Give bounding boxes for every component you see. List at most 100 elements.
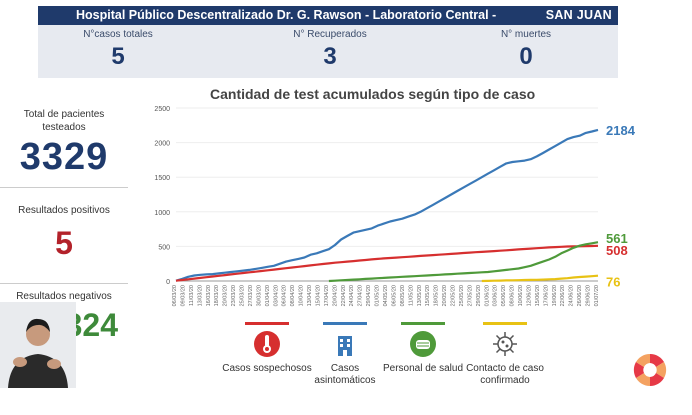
x-tick-label: 24/06/20	[569, 285, 575, 306]
legend-line	[323, 322, 367, 325]
x-tick-label: 27/04/20	[358, 285, 364, 306]
legend-line	[483, 322, 527, 325]
x-tick-label: 25/05/20	[459, 285, 465, 306]
x-tick-label: 22/04/20	[341, 285, 347, 306]
stat-label: N° Recuperados	[293, 29, 367, 40]
x-tick-label: 01/07/20	[594, 285, 600, 306]
x-tick-label: 29/06/20	[586, 285, 592, 306]
x-tick-label: 01/05/20	[375, 285, 381, 306]
x-tick-label: 29/04/20	[366, 285, 372, 306]
legend-item-health-staff: Personal de salud	[378, 322, 468, 375]
x-tick-label: 16/03/20	[206, 285, 212, 306]
x-tick-label: 20/03/20	[223, 285, 229, 306]
series-end-label: 76	[606, 275, 620, 290]
x-tick-label: 15/06/20	[535, 285, 541, 306]
legend-label: Casos asintomáticos	[314, 363, 376, 386]
stat-recovered: N° Recuperados 3	[260, 25, 400, 71]
x-tick-label: 10/04/20	[299, 285, 305, 306]
mask-icon	[408, 329, 438, 359]
series-line-3	[481, 274, 599, 283]
brand-logo	[633, 353, 667, 387]
total-tested-panel: Total de pacientes testeados 3329	[0, 108, 128, 188]
x-tick-label: 08/05/20	[400, 285, 406, 306]
x-tick-label: 17/06/20	[543, 285, 549, 306]
region-label: SAN JUAN	[545, 8, 612, 22]
x-tick-label: 10/06/20	[518, 285, 524, 306]
stat-value: 3	[323, 43, 337, 70]
header-bar: Hospital Público Descentralizado Dr. G. …	[38, 6, 618, 25]
stat-value: 0	[519, 43, 533, 70]
x-tick-label: 01/04/20	[265, 285, 271, 306]
x-tick-label: 11/05/20	[408, 285, 414, 306]
stat-label: N° muertes	[500, 29, 552, 40]
stat-total-cases: N°casos totales 5	[48, 25, 188, 71]
x-tick-label: 29/05/20	[476, 285, 482, 306]
legend-label: Contacto de caso confirmado	[466, 363, 544, 386]
x-tick-label: 08/06/20	[510, 285, 516, 306]
negative-results-label: Resultados negativos	[16, 291, 112, 302]
x-tick-label: 08/04/20	[290, 285, 296, 306]
x-tick-label: 03/04/20	[273, 285, 279, 306]
x-tick-label: 20/04/20	[332, 285, 338, 306]
sign-language-interpreter	[0, 302, 76, 388]
x-tick-label: 13/03/20	[197, 285, 203, 306]
legend-line	[401, 322, 445, 325]
x-tick-label: 18/03/20	[214, 285, 220, 306]
x-tick-label: 24/04/20	[349, 285, 355, 306]
positive-results-panel: Resultados positivos 5	[0, 204, 128, 284]
x-tick-label: 23/03/20	[231, 285, 237, 306]
x-tick-label: 17/04/20	[324, 285, 330, 306]
y-tick-label: 2000	[154, 141, 170, 148]
total-tested-value: 3329	[19, 136, 109, 178]
positive-results-value: 5	[55, 225, 73, 261]
legend-item-asymptomatic: Casos asintomáticos	[300, 322, 390, 387]
stats-bar: N°casos totales 5 N° Recuperados 3 N° mu…	[38, 25, 618, 78]
y-tick-label: 2500	[154, 106, 170, 113]
x-tick-label: 04/05/20	[383, 285, 389, 306]
x-tick-label: 06/03/20	[172, 285, 178, 306]
x-tick-label: 03/06/20	[493, 285, 499, 306]
page-title: Hospital Público Descentralizado Dr. G. …	[76, 8, 497, 22]
series-end-label: 508	[606, 243, 628, 258]
x-tick-label: 06/04/20	[282, 285, 288, 306]
x-tick-label: 18/05/20	[434, 285, 440, 306]
x-tick-label: 25/03/20	[240, 285, 246, 306]
x-tick-label: 22/05/20	[451, 285, 457, 306]
x-tick-label: 15/05/20	[425, 285, 431, 306]
series-line-1	[175, 244, 599, 282]
legend-item-contact: Contacto de caso confirmado	[460, 322, 550, 387]
x-tick-label: 13/04/20	[307, 285, 313, 306]
legend-label: Personal de salud	[382, 363, 464, 374]
y-tick-label: 500	[158, 244, 170, 251]
y-tick-label: 1500	[154, 175, 170, 182]
x-tick-label: 05/06/20	[501, 285, 507, 306]
series-end-label: 2184	[606, 123, 636, 138]
y-tick-label: 1000	[154, 210, 170, 217]
positive-results-label: Resultados positivos	[18, 205, 110, 216]
x-tick-label: 22/06/20	[560, 285, 566, 306]
stat-value: 5	[111, 43, 125, 70]
series-line-0	[175, 128, 599, 282]
thermometer-icon	[252, 329, 282, 359]
series-end-label: 561	[606, 231, 628, 246]
stat-label: N°casos totales	[83, 29, 153, 40]
chart-title: Cantidad de test acumulados según tipo d…	[210, 86, 536, 102]
x-tick-label: 09/03/20	[180, 285, 186, 306]
legend-label: Casos sospechosos	[222, 363, 312, 374]
x-tick-label: 15/04/20	[315, 285, 321, 306]
x-tick-label: 27/05/20	[467, 285, 473, 306]
total-tested-label: Total de pacientes testeados	[23, 109, 105, 133]
x-tick-label: 19/06/20	[552, 285, 558, 306]
legend-line	[245, 322, 289, 325]
legend-item-suspected: Casos sospechosos	[222, 322, 312, 375]
x-tick-label: 12/06/20	[526, 285, 532, 306]
building-icon	[330, 329, 360, 359]
x-tick-label: 27/03/20	[248, 285, 254, 306]
x-tick-label: 13/05/20	[417, 285, 423, 306]
y-tick-label: 0	[166, 279, 170, 286]
x-tick-label: 11/03/20	[189, 285, 195, 306]
x-tick-label: 06/05/20	[391, 285, 397, 306]
x-tick-label: 30/03/20	[256, 285, 262, 306]
x-tick-label: 01/06/20	[484, 285, 490, 306]
